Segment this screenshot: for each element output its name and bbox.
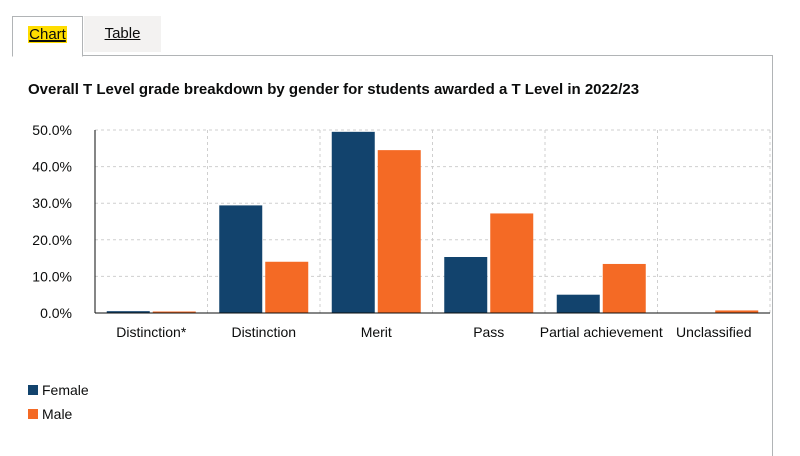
- x-tick-label: Distinction: [231, 324, 296, 340]
- bar-female: [219, 205, 263, 313]
- legend-item-female: Female: [28, 378, 89, 402]
- legend-item-male: Male: [28, 402, 89, 426]
- x-tick-label: Merit: [361, 324, 392, 340]
- bar-female: [106, 311, 150, 313]
- bar-male: [602, 263, 646, 313]
- legend-label-male: Male: [42, 406, 73, 422]
- bar-female: [556, 294, 600, 313]
- x-tick-label: Partial achievement: [540, 324, 663, 340]
- bar-male: [265, 261, 309, 313]
- legend-swatch-male: [28, 409, 38, 419]
- tab-chart[interactable]: Chart: [12, 16, 83, 57]
- x-tick-label: Unclassified: [676, 324, 751, 340]
- tab-chart-label: Chart: [28, 26, 67, 43]
- y-tick-label: 20.0%: [32, 232, 72, 248]
- y-tick-label: 10.0%: [32, 268, 72, 284]
- tab-panel: [12, 55, 773, 456]
- bar-male: [715, 310, 759, 313]
- tab-table-label: Table: [104, 25, 141, 42]
- x-tick-label: Pass: [473, 324, 504, 340]
- bar-male: [152, 311, 196, 313]
- chart-title: Overall T Level grade breakdown by gende…: [28, 81, 640, 98]
- bar-male: [490, 213, 534, 313]
- x-tick-label: Distinction*: [116, 324, 187, 340]
- bar-chart: 0.0% 10.0% 20.0% 30.0% 40.0% 50.0% Distinction…: [32, 122, 771, 340]
- legend-label-female: Female: [42, 382, 89, 398]
- y-tick-label: 0.0%: [40, 305, 72, 321]
- tab-table[interactable]: Table: [84, 16, 161, 52]
- y-tick-label: 30.0%: [32, 195, 72, 211]
- bar-male: [377, 150, 421, 313]
- bar-female: [331, 131, 375, 313]
- y-tick-label: 40.0%: [32, 159, 72, 175]
- y-tick-label: 50.0%: [32, 122, 72, 138]
- chart-legend: Female Male: [28, 378, 89, 426]
- bar-female: [444, 257, 488, 313]
- legend-swatch-female: [28, 385, 38, 395]
